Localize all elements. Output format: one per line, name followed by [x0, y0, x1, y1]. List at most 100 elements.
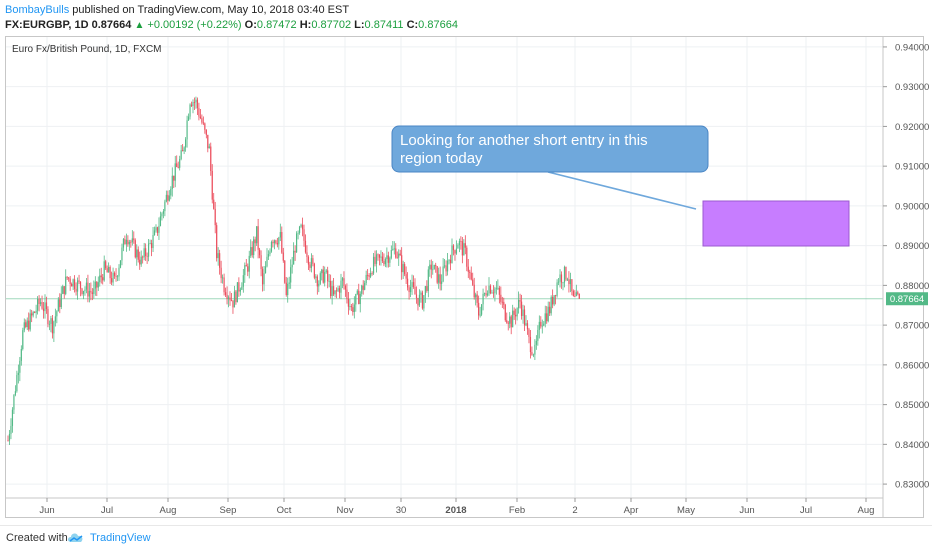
candle-body: [549, 306, 551, 314]
tradingview-brand-link[interactable]: TradingView: [90, 532, 151, 544]
candle-body: [247, 266, 249, 272]
time-axis-label: Jul: [800, 505, 812, 516]
candle-body: [512, 310, 514, 328]
candle-body: [378, 254, 381, 258]
candle-body: [328, 280, 330, 282]
candle-body: [179, 159, 181, 168]
candle-body: [355, 294, 357, 305]
candle-body: [522, 309, 524, 316]
candle-body: [479, 314, 481, 316]
candle-body: [543, 323, 545, 326]
candle-body: [476, 294, 478, 303]
price-axis-label: 0.93000: [895, 82, 929, 93]
candle-body: [380, 256, 382, 258]
candle-body: [116, 276, 119, 278]
candle-body: [424, 286, 426, 296]
candle-body: [26, 320, 28, 327]
candle-body: [407, 278, 409, 288]
candle-body: [333, 286, 335, 295]
candle-body: [374, 256, 376, 264]
candle-body: [371, 273, 373, 274]
candle-body: [472, 279, 474, 285]
candle-body: [347, 298, 349, 307]
candle-body: [84, 289, 86, 292]
candle-body: [272, 241, 274, 244]
candle-body: [491, 292, 493, 294]
candle-body: [421, 292, 423, 309]
candle-body: [572, 291, 574, 296]
candle-body: [359, 293, 361, 305]
candle-body: [97, 282, 99, 288]
candle-body: [238, 282, 240, 292]
candle-body: [492, 292, 495, 294]
candle-body: [427, 269, 429, 291]
candle-body: [563, 266, 566, 283]
candle-body: [256, 226, 258, 244]
candle-body: [337, 288, 339, 291]
candle-body: [251, 247, 253, 256]
candle-body: [37, 298, 39, 311]
candle-body: [204, 123, 206, 130]
candle-body: [404, 264, 406, 275]
candle-body: [224, 292, 227, 295]
candle-body: [156, 227, 159, 233]
last-price-badge-bg: [886, 292, 928, 306]
candle-body: [426, 286, 428, 291]
candle-body: [498, 287, 500, 295]
candle-body: [537, 329, 539, 341]
candle-body: [281, 232, 283, 253]
candle-body: [198, 108, 200, 117]
price-axis-label: 0.90000: [895, 201, 929, 212]
candle-body: [205, 129, 207, 135]
candle-body: [142, 256, 144, 258]
candle-body: [187, 116, 190, 121]
candle-body: [219, 253, 221, 268]
candle-body: [145, 248, 147, 256]
candle-body: [137, 249, 139, 260]
candle-body: [460, 241, 462, 242]
candle-body: [529, 336, 532, 353]
candle-body: [71, 283, 73, 287]
candle-body: [303, 229, 305, 241]
candle-body: [478, 302, 480, 316]
last-price-badge-label: 0.87664: [890, 294, 924, 305]
candle-body: [389, 257, 391, 263]
candle-body: [230, 300, 233, 302]
candle-body: [528, 329, 530, 337]
chart-frame[interactable]: [5, 36, 924, 518]
time-axis-label: 30: [396, 505, 407, 516]
candle-body: [420, 292, 422, 295]
candle-body: [162, 211, 164, 214]
candle-body: [94, 281, 96, 289]
candle-body: [235, 291, 237, 303]
candle-body: [577, 292, 579, 294]
author-link[interactable]: BombayBulls: [5, 4, 70, 16]
candle-body: [148, 243, 150, 257]
change-value: +0.00192 (+0.22%): [147, 19, 242, 31]
candle-body: [541, 325, 543, 327]
candle-body: [44, 302, 46, 312]
candle-body: [310, 258, 312, 268]
candle-body: [149, 243, 151, 244]
candle-body: [87, 282, 89, 297]
candle-body: [112, 272, 114, 283]
candle-body: [432, 269, 434, 271]
callout-box[interactable]: [391, 125, 709, 173]
time-axis-label: Nov: [337, 505, 354, 516]
candle-body: [500, 294, 502, 302]
target-region-box[interactable]: [702, 200, 850, 247]
candle-body: [377, 254, 379, 256]
candle-body: [430, 264, 432, 270]
price-axis[interactable]: 0.83000 0.84000 0.85000 0.86000 0.87000 0.880…: [883, 42, 929, 491]
candle-body: [338, 288, 341, 293]
candle-body: [414, 286, 416, 295]
time-axis[interactable]: Jun Jul Aug Sep Oct Nov 30 2018 Feb 2 Apr May Jun Jul…: [39, 498, 874, 516]
candle-body: [307, 257, 310, 265]
candle-body: [227, 297, 230, 299]
candle-body: [180, 150, 182, 160]
candle-body: [562, 282, 564, 284]
candle-body: [503, 301, 505, 305]
candle-body: [568, 279, 570, 285]
candle-body: [473, 284, 475, 298]
